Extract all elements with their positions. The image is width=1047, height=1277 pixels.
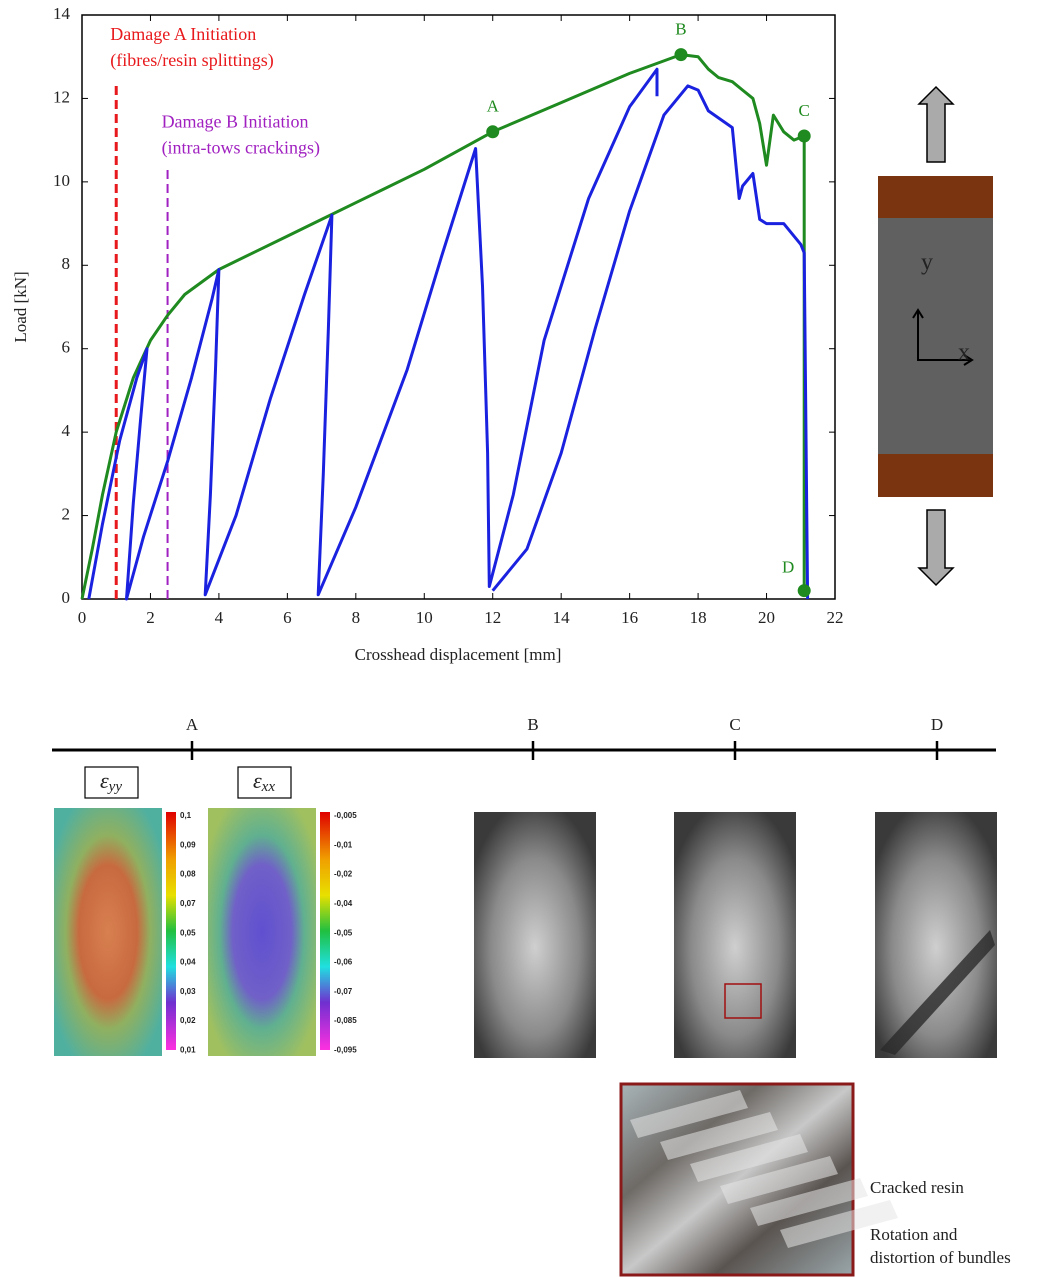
strain-symbol: ε [253,768,262,793]
strain-maps [54,808,330,1056]
axis-name: y [921,250,933,276]
arrow [917,85,955,163]
colorbar-label: 0,05 [180,928,196,937]
timeline-label: B [527,715,538,734]
strain-map [208,808,316,1056]
series-line [80,53,806,600]
strain-subscript: yy [107,779,123,795]
timeline-label: C [729,715,740,734]
bundle [630,1090,748,1138]
photo [875,812,997,1058]
x-tick-label: 10 [416,608,433,627]
strain-symbol: ε [100,768,109,793]
x-tick-label: 6 [283,608,292,627]
zoom-box [724,983,762,1019]
colorbar-label: -0,06 [334,958,353,967]
zoom-note: Cracked resin [870,1178,964,1197]
colorbar-label: -0,02 [334,870,353,879]
zoom-note: distortion of bundles [870,1248,1011,1267]
colorbar-label: 0,04 [180,958,196,967]
stage-point [797,129,811,143]
stage-point [797,584,811,598]
y-tick-label: 14 [53,4,71,23]
colorbar-label: -0,07 [334,987,353,996]
zoom-note: Rotation and [870,1225,958,1244]
colorbar-label: 0,03 [180,987,196,996]
stage-label: B [675,20,686,39]
colorbar-label: -0,04 [334,899,353,908]
load-chart: Crosshead displacement [mm] Load [kN] [11,14,836,664]
axes-arrow [912,308,974,366]
stage-label: A [487,97,500,116]
strain-map [54,808,162,1056]
colorbar-label: 0,07 [180,899,196,908]
stage-point [486,125,500,139]
timeline-label: A [186,715,199,734]
x-tick-label: 8 [352,608,361,627]
x-tick-label: 0 [78,608,87,627]
series-line [87,67,810,601]
stage-label: D [782,558,794,577]
symbol-box [84,766,139,799]
annotation: Damage B Initiation [162,111,309,131]
plot-frame [81,14,836,600]
bundle [690,1134,808,1182]
y-tick-label: 8 [62,254,71,273]
y-tick-label: 6 [62,338,71,357]
annotation: (intra-tows crackings) [162,137,320,158]
photos [474,812,997,1277]
axis-name: x [958,340,970,366]
x-tick-label: 4 [215,608,224,627]
x-tick-label: 12 [484,608,501,627]
bundle [750,1178,868,1226]
x-tick-label: 20 [758,608,775,627]
colorbar-label: 0,09 [180,840,196,849]
arrow [917,509,955,587]
colorbar [320,812,330,1050]
colorbar-label: 0,01 [180,1046,196,1055]
x-tick-label: 2 [146,608,155,627]
bundle [720,1156,838,1204]
y-tick-label: 2 [62,504,71,523]
stage-label: C [799,101,810,120]
annotation: Damage A Initiation [110,24,256,44]
annotation: (fibres/resin splittings) [110,50,273,71]
y-tick-label: 12 [53,87,70,106]
strain-symbol: εyy [100,768,122,795]
photo [674,812,796,1058]
bundle [660,1112,778,1160]
y-tick-label: 0 [62,588,71,607]
bundle [780,1200,898,1248]
x-tick-label: 16 [621,608,638,627]
stage-point [674,48,688,62]
x-tick-label: 14 [553,608,571,627]
specimen-body [878,176,993,497]
crack-band [880,930,995,1055]
y-axis-label: Load [kN] [11,271,30,342]
y-tick-label: 4 [62,421,71,440]
timeline-label: D [931,715,943,734]
strain-symbol: εxx [253,768,275,795]
colorbar-label: -0,01 [334,840,353,849]
colorbar-label: -0,095 [334,1046,357,1055]
strain-subscript: xx [261,779,276,795]
colorbar-label: 0,08 [180,870,196,879]
colorbar [166,812,176,1050]
colorbar-label: -0,085 [334,1016,357,1025]
grip [878,454,993,497]
grip [878,176,993,218]
specimen: y x [878,85,993,587]
zoom-photo [619,1082,855,1277]
photo [474,812,596,1058]
x-axis-label: Crosshead displacement [mm] [355,645,562,664]
colorbar-label: 0,02 [180,1016,196,1025]
symbol-box [237,766,292,799]
x-tick-label: 18 [690,608,707,627]
colorbar-label: -0,05 [334,928,353,937]
x-tick-label: 22 [827,608,844,627]
colorbar-label: 0,1 [180,811,192,820]
colorbar-label: -0,005 [334,811,357,820]
y-tick-label: 10 [53,171,70,190]
